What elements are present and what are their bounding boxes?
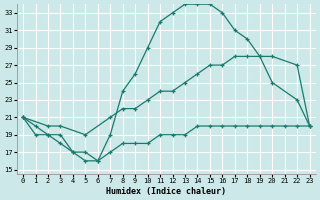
X-axis label: Humidex (Indice chaleur): Humidex (Indice chaleur) <box>106 187 226 196</box>
